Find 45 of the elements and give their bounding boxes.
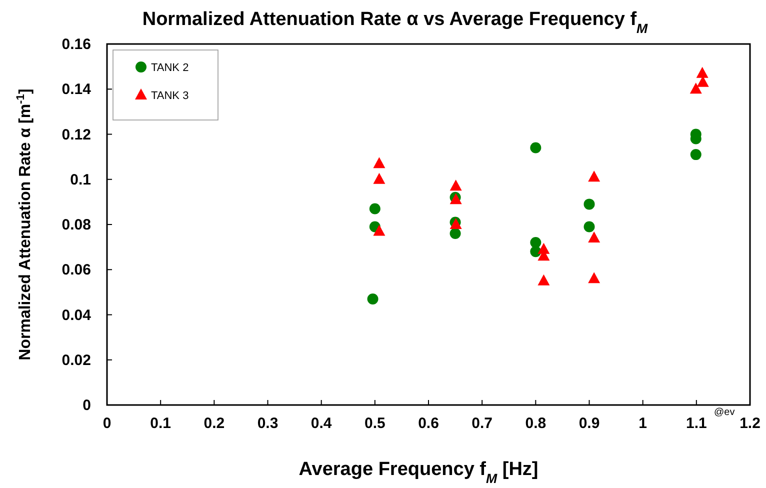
chart-title: Normalized Attenuation Rate α vs Average Frequency f$_{M}$ [142, 9, 649, 36]
x-tick-label: 0.1 [150, 415, 172, 432]
y-tick-label: 0.02 [62, 352, 91, 369]
y-tick-label: 0.12 [62, 126, 91, 144]
point [450, 228, 461, 240]
x-tick-label: 0.7 [472, 415, 493, 432]
point [538, 274, 550, 286]
y-tick-label: 0 [82, 397, 91, 414]
y-tick-label: 0.06 [62, 262, 91, 279]
y-tick-label: 0.16 [62, 36, 91, 53]
point [696, 66, 708, 78]
y-tick-label: 0.08 [62, 216, 91, 234]
x-tick-label: 0.5 [364, 415, 386, 432]
x-tick-label: 1.2 [740, 415, 760, 432]
point [373, 172, 386, 184]
x-tick-label: 0.9 [578, 415, 600, 432]
x-axis-title: Average Frequency f$_{M}$ [Hz] [298, 459, 538, 486]
x-tick-label: 0.6 [418, 415, 439, 432]
x-tick-label: 0.4 [310, 415, 332, 432]
legend-label: TANK 3 [151, 90, 189, 102]
point [588, 232, 600, 243]
point [690, 82, 702, 94]
x-tick-label: 1.1 [686, 415, 707, 432]
point [588, 170, 600, 182]
point [367, 293, 378, 304]
point [690, 149, 702, 160]
y-tick-label: 0.14 [62, 81, 92, 98]
x-tick-label: 0.3 [257, 415, 278, 432]
point [584, 198, 595, 210]
point [369, 203, 380, 214]
point [588, 272, 600, 284]
point [373, 224, 386, 236]
y-tick-label: 0.04 [62, 306, 92, 324]
x-tick-label: 0 [102, 415, 112, 432]
legend-label: TANK 2 [151, 62, 189, 74]
y-tick-label: 0.1 [70, 171, 91, 188]
x-tick-label: 0.2 [204, 415, 225, 432]
point [373, 157, 386, 168]
point [584, 221, 595, 232]
point [450, 180, 462, 191]
x-tick-label: 0.8 [525, 415, 546, 432]
point [530, 237, 542, 248]
point [530, 142, 542, 154]
text: @ev [714, 407, 735, 418]
x-tick-label: 1 [638, 415, 648, 432]
